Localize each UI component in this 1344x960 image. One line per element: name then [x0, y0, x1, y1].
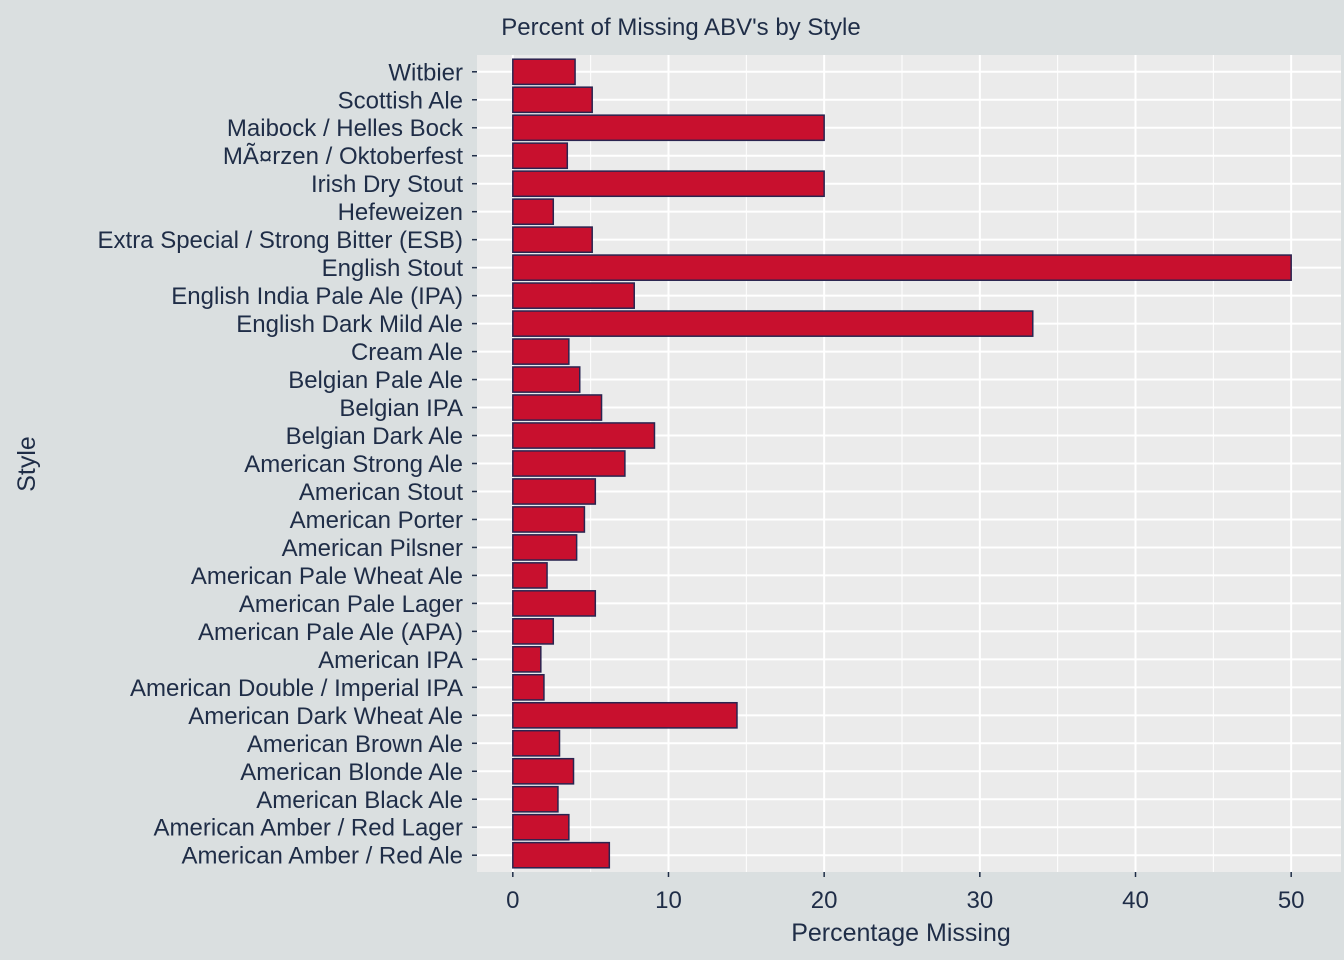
y-tick-label: American Strong Ale — [244, 451, 463, 478]
y-tick-label: American Black Ale — [256, 787, 463, 814]
bar — [512, 338, 570, 365]
y-tick-label: American Pale Wheat Ale — [191, 563, 463, 590]
bar — [512, 170, 825, 198]
grid-lines — [477, 55, 1341, 872]
y-tick-label: English Stout — [322, 255, 464, 282]
y-tick-label: Extra Special / Strong Bitter (ESB) — [98, 227, 463, 254]
bar — [512, 478, 597, 505]
x-tick-label: 30 — [966, 887, 993, 914]
y-tick-label: American Porter — [290, 507, 463, 534]
bar — [512, 785, 559, 813]
y-tick-label: American IPA — [318, 647, 463, 674]
y-tick-label: Belgian Dark Ale — [286, 423, 463, 450]
y-tick-label: American Amber / Red Ale — [182, 843, 463, 870]
bar — [512, 226, 593, 254]
y-tick-label: Irish Dry Stout — [311, 171, 463, 198]
y-tick-label: American Brown Ale — [247, 731, 463, 758]
y-tick-label: American Pilsner — [282, 535, 463, 562]
bar — [512, 114, 825, 142]
y-tick-label: American Pale Lager — [239, 591, 463, 618]
chart-title: Percent of Missing ABV's by Style — [501, 14, 860, 41]
bar — [512, 310, 1034, 337]
bar — [512, 618, 555, 645]
bar — [512, 422, 656, 449]
y-tick-label: MÃ¤rzen / Oktoberfest — [223, 143, 463, 170]
y-tick-label: Belgian IPA — [339, 395, 463, 422]
bar — [512, 58, 576, 86]
bar — [512, 86, 593, 114]
x-axis-ticks: 0 10 20 30 40 50 — [506, 872, 1305, 914]
bar — [512, 701, 738, 729]
bar — [512, 841, 611, 869]
y-tick-label: American Blonde Ale — [240, 759, 463, 786]
bar — [512, 450, 626, 477]
bar — [512, 757, 575, 785]
bar — [512, 142, 569, 170]
bar — [512, 813, 570, 841]
y-tick-label: Scottish Ale — [338, 87, 463, 114]
bar — [512, 590, 597, 617]
x-tick-label: 0 — [506, 887, 519, 914]
x-tick-label: 40 — [1122, 887, 1149, 914]
y-tick-label: Hefeweizen — [338, 199, 463, 226]
y-axis-title: Style — [13, 436, 41, 492]
x-tick-label: 50 — [1278, 887, 1305, 914]
y-tick-label: American Amber / Red Lager — [154, 815, 463, 842]
x-tick-label: 20 — [811, 887, 838, 914]
bars — [512, 58, 1292, 869]
y-tick-label: American Stout — [299, 479, 463, 506]
y-tick-label: Witbier — [388, 59, 463, 86]
bar — [512, 562, 548, 589]
y-tick-label: American Pale Ale (APA) — [198, 619, 463, 646]
y-tick-label: American Dark Wheat Ale — [188, 703, 463, 730]
bar — [512, 394, 603, 421]
bar — [512, 646, 542, 673]
x-tick-label: 10 — [655, 887, 682, 914]
y-tick-label: American Double / Imperial IPA — [130, 675, 463, 702]
x-axis-title: Percentage Missing — [791, 919, 1011, 947]
bar — [512, 729, 561, 757]
y-tick-label: Maibock / Helles Bock — [227, 115, 464, 142]
bar — [512, 282, 635, 309]
bar — [512, 534, 578, 561]
bar — [512, 673, 545, 701]
y-tick-label: Cream Ale — [351, 339, 463, 366]
bar — [512, 198, 555, 226]
bar — [512, 366, 581, 393]
y-tick-label: English India Pale Ale (IPA) — [171, 283, 463, 310]
bar — [512, 506, 586, 533]
bar — [512, 254, 1292, 281]
y-tick-label: English Dark Mild Ale — [236, 311, 463, 338]
y-tick-label: Belgian Pale Ale — [288, 367, 463, 394]
